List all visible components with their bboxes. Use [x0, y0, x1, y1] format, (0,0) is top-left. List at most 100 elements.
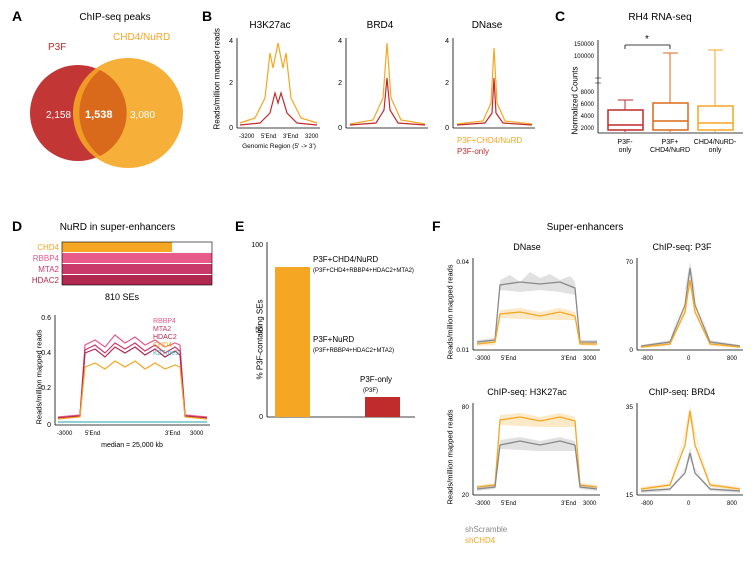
svg-text:5'End: 5'End: [501, 501, 516, 507]
svg-text:P3F-only: P3F-only: [360, 375, 392, 384]
svg-text:2: 2: [229, 80, 233, 87]
svg-text:2000: 2000: [581, 126, 595, 132]
panel-d-title: NuRD in super-enhancers: [40, 222, 195, 233]
svg-text:Genomic Region (5' -> 3'): Genomic Region (5' -> 3'): [242, 143, 316, 150]
svg-text:median = 25,000 kb: median = 25,000 kb: [101, 442, 163, 449]
f-legend-2: shCHD4: [465, 536, 495, 545]
svg-text:(P3F): (P3F): [363, 388, 378, 394]
svg-text:3'End: 3'End: [561, 356, 576, 362]
panel-d-label: D: [12, 218, 22, 234]
svg-text:0: 0: [687, 501, 691, 507]
svg-text:ChIP-seq: BRD4: ChIP-seq: BRD4: [649, 387, 716, 397]
svg-text:-3000: -3000: [57, 431, 73, 437]
f-ylabel-1: Reads/million mapped reads: [446, 260, 455, 360]
svg-text:RBBP4: RBBP4: [33, 254, 60, 263]
svg-text:2: 2: [445, 80, 449, 87]
svg-text:only: only: [619, 147, 632, 154]
svg-text:(P3F+RBBP4+HDAC2+MTA2): (P3F+RBBP4+HDAC2+MTA2): [313, 348, 394, 354]
panel-e-label: E: [235, 218, 244, 234]
f-dnase: DNase 0.04 0.01 -3000 5'End 3'End 3000: [445, 240, 605, 375]
svg-text:800: 800: [727, 501, 738, 507]
panel-b-dnase: DNase 4 2 0 P3F+CHD4/NuRD P3F-only: [435, 18, 540, 173]
panel-b-label: B: [202, 8, 212, 24]
svg-text:0.6: 0.6: [41, 315, 51, 322]
chart-title: DNase: [472, 20, 503, 31]
f-ylabel-2: Reads/million mapped reads: [446, 405, 455, 505]
svg-text:3'End: 3'End: [283, 134, 298, 140]
svg-text:0.01: 0.01: [456, 347, 469, 354]
svg-text:6000: 6000: [581, 102, 595, 108]
venn-right-label: CHD4/NuRD: [113, 32, 170, 43]
svg-text:ChIP-seq: P3F: ChIP-seq: P3F: [652, 242, 712, 252]
svg-text:-800: -800: [641, 356, 654, 362]
chart-title: H3K27ac: [249, 20, 290, 31]
chart-title: BRD4: [367, 20, 394, 31]
venn-diagram: P3F CHD4/NuRD 2,158 1,538 3,080: [18, 28, 193, 178]
svg-text:*: *: [645, 34, 649, 45]
svg-text:-3200: -3200: [239, 134, 255, 140]
venn-left-label: P3F: [48, 42, 66, 53]
legend-2: P3F-only: [457, 147, 489, 156]
svg-text:15: 15: [626, 492, 634, 499]
svg-text:DNase: DNase: [513, 242, 541, 252]
panel-f-label: F: [432, 218, 441, 234]
svg-text:RBBP4: RBBP4: [153, 318, 176, 325]
svg-text:P3F+CHD4/NuRD: P3F+CHD4/NuRD: [313, 255, 378, 264]
f-h3k27ac: ChIP-seq: H3K27ac 80 20 -3000 5'End 3'En…: [445, 385, 605, 520]
f-legend-1: shScramble: [465, 525, 507, 534]
svg-text:ChIP-seq: H3K27ac: ChIP-seq: H3K27ac: [487, 387, 567, 397]
svg-text:5'End: 5'End: [501, 356, 516, 362]
svg-text:3200: 3200: [305, 134, 319, 140]
svg-text:80: 80: [462, 404, 470, 411]
svg-text:0: 0: [229, 125, 233, 132]
svg-text:only: only: [709, 147, 722, 154]
venn-intersect-count: 1,538: [85, 109, 113, 121]
panel-c-ylabel: Normalized Counts: [571, 45, 580, 135]
boxplot: 2000 4000 6000 8000 100000 150000 * P3F-…: [568, 28, 750, 173]
svg-text:P3F+NuRD: P3F+NuRD: [313, 335, 354, 344]
svg-text:5'End: 5'End: [261, 134, 276, 140]
svg-text:0: 0: [259, 414, 263, 421]
svg-text:0: 0: [338, 125, 342, 132]
f-brd4: ChIP-seq: BRD4 35 15 -800 0 800: [615, 385, 750, 520]
panel-b-h3k27ac: H3K27ac 4 2 0 -3200 5'End 3'End 3200 Gen…: [215, 18, 325, 153]
panel-b-ylabel: Reads/million mapped reads: [213, 40, 222, 130]
panel-b-brd4: BRD4 4 2 0: [328, 18, 433, 153]
svg-text:-800: -800: [641, 501, 654, 507]
svg-text:0: 0: [445, 125, 449, 132]
panel-a-label: A: [12, 8, 22, 24]
panel-d-ylabel: Reads/million mapped reads: [35, 325, 44, 425]
svg-text:3'End: 3'End: [165, 431, 180, 437]
svg-text:K27me3: K27me3: [153, 350, 179, 357]
svg-text:100: 100: [251, 242, 263, 249]
panel-c-title: RH4 RNA-seq: [600, 12, 720, 23]
svg-text:3'End: 3'End: [561, 501, 576, 507]
svg-text:5'End: 5'End: [85, 431, 100, 437]
svg-text:3000: 3000: [190, 431, 204, 437]
svg-text:2: 2: [338, 80, 342, 87]
svg-text:-3000: -3000: [475, 356, 491, 362]
svg-text:0.04: 0.04: [456, 259, 469, 266]
panel-e-ylabel: % P3F-containing SEs: [256, 280, 265, 380]
heatmap-strip: CHD4 RBBP4 MTA2 HDAC2: [20, 240, 215, 295]
svg-text:CHD4: CHD4: [37, 243, 59, 252]
panel-c-label: C: [555, 8, 565, 24]
svg-text:CHD4/NuRD-: CHD4/NuRD-: [694, 139, 737, 146]
svg-text:HDAC2: HDAC2: [32, 276, 60, 285]
svg-text:70: 70: [626, 259, 634, 266]
svg-text:CHD4: CHD4: [153, 342, 172, 349]
se-metaplot: 0.6 0.4 0.2 0 -3000 5'End 3'End 3000 med…: [25, 305, 220, 460]
legend-1: P3F+CHD4/NuRD: [457, 136, 522, 145]
svg-text:4000: 4000: [581, 114, 595, 120]
f-p3f: ChIP-seq: P3F 70 0 -800 0 800: [615, 240, 750, 375]
panel-a-title: ChIP-seq peaks: [50, 12, 180, 23]
svg-text:800: 800: [727, 356, 738, 362]
se-count: 810 SEs: [72, 292, 172, 302]
svg-text:MTA2: MTA2: [38, 265, 59, 274]
svg-text:8000: 8000: [581, 90, 595, 96]
panel-f-title: Super-enhancers: [495, 222, 675, 233]
svg-text:0: 0: [629, 347, 633, 354]
svg-text:20: 20: [462, 492, 470, 499]
svg-text:P3F+: P3F+: [662, 139, 679, 146]
venn-left-count: 2,158: [46, 110, 71, 121]
